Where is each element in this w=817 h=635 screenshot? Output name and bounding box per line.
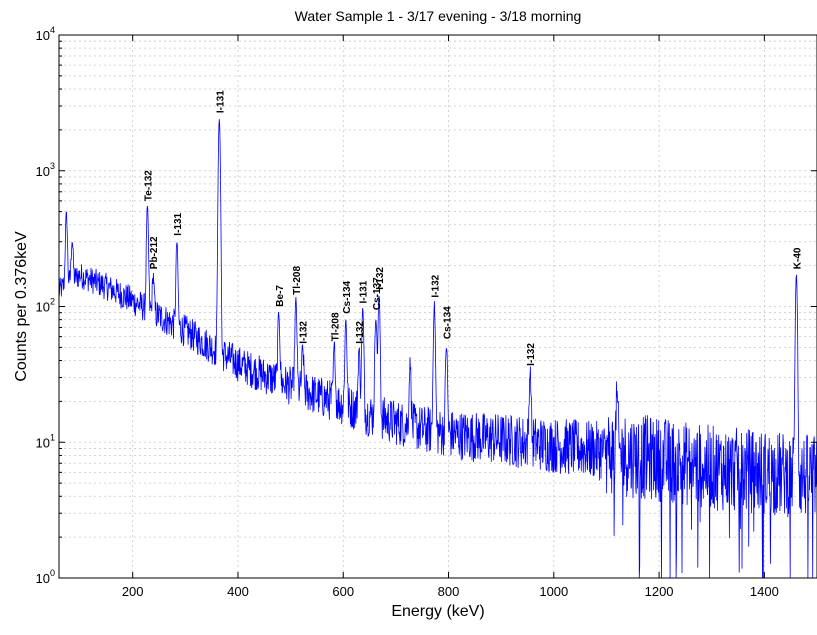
y-tick-label: 100	[36, 568, 55, 586]
peak-label: Te-132	[143, 170, 154, 201]
peak-label: I-132	[355, 321, 366, 344]
peak-label: K-40	[792, 247, 803, 269]
x-tick-label: 1000	[539, 584, 568, 599]
peak-label: I-131	[215, 90, 226, 113]
peak-label: I-132	[430, 274, 441, 297]
peak-label: Cs-134	[342, 280, 353, 313]
x-tick-label: 1400	[750, 584, 779, 599]
y-tick-label: 103	[36, 161, 55, 179]
peak-label: Tl-208	[292, 266, 303, 295]
peak-label: Be-7	[275, 285, 286, 307]
peak-label: I-131	[359, 280, 370, 303]
x-tick-label: 600	[332, 584, 354, 599]
spectrum-line	[58, 119, 817, 579]
y-axis-label: Counts per 0.376keV	[13, 231, 30, 382]
y-tick-label: 104	[36, 25, 55, 43]
y-tick-label: 101	[36, 432, 55, 450]
peak-label: Cs-134	[442, 306, 453, 339]
grid-lines	[59, 35, 817, 578]
peak-label: Pb-212	[149, 236, 160, 269]
peak-label: I-131	[173, 212, 184, 235]
plot-area	[58, 119, 817, 579]
x-tick-label: 800	[438, 584, 460, 599]
peak-label: I-132	[375, 267, 386, 290]
chart-title: Water Sample 1 - 3/17 evening - 3/18 mor…	[295, 8, 582, 24]
peak-label: I-132	[299, 321, 310, 344]
y-tick-label: 102	[36, 297, 55, 315]
axes: 200 400 600 800 1000 1200 1400 100 101 102 103 104	[36, 25, 817, 599]
x-tick-label: 400	[227, 584, 249, 599]
peak-label: Cs-137	[372, 277, 383, 310]
peak-label: I-132	[526, 343, 537, 366]
x-tick-label: 1200	[645, 584, 674, 599]
peak-label: Tl-208	[330, 312, 341, 341]
x-tick-label: 200	[122, 584, 144, 599]
peak-labels: Te-132 Pb-212 I-131 I-131 Be-7 Tl-208 I-132 Tl-…	[143, 90, 803, 366]
x-axis-label: Energy (keV)	[391, 603, 484, 620]
